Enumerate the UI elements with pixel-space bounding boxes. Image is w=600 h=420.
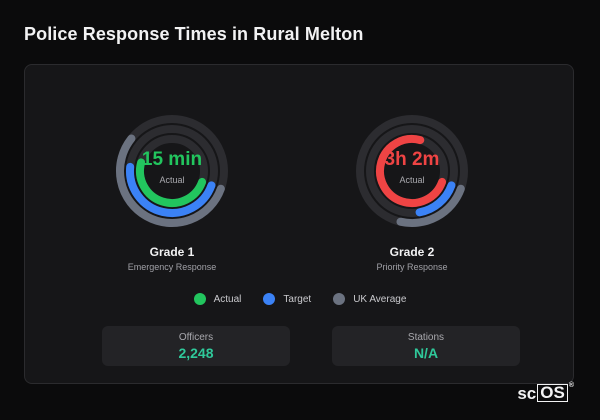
gauge-rings-grade-1 [116,115,228,227]
gauge-center-value: 15 min [141,149,203,170]
ring-actual [376,135,447,207]
gauge-grade-description: Priority Response [376,262,448,272]
brand-box-text: OS [537,384,568,402]
ring-uk-average [396,184,465,227]
stat-officers: Officers 2,248 [102,326,290,366]
ring-target [415,181,456,217]
legend: Actual Target UK Average [25,293,575,305]
page-title: Police Response Times in Rural Melton [24,24,364,44]
gauge-grade-1: 15 min Actual Grade 1 Emergency Response [97,111,247,272]
legend-item-target: Target [263,293,311,305]
legend-label: UK Average [353,293,407,305]
brand-logo: sc OS ® [517,382,574,404]
stat-label: Officers [178,332,214,343]
legend-label: Target [283,293,312,305]
gauge-center-label: Actual [399,175,425,185]
ring-target [126,162,216,217]
legend-dot-target [263,293,276,305]
legend-dot-actual [193,293,206,305]
gauge-grade-name: Grade 2 [389,245,435,259]
legend-label: Actual [213,293,242,305]
gauge-rings-grade-2 [356,115,468,227]
stat-stations: Stations N/A [332,326,520,366]
ring-target-track [366,125,458,217]
gauge-grade-2: 3h 2m Actual Grade 2 Priority Response [337,111,487,272]
brand-text: sc [517,384,537,403]
gauge-grade-name: Grade 1 [149,245,195,259]
ring-uk-average [116,134,225,227]
gauge-center-label: Actual [159,175,185,185]
stat-value: N/A [413,345,439,361]
stat-value: 2,248 [178,345,214,361]
legend-item-uk-average: UK Average [333,293,406,305]
ring-actual [136,158,207,207]
stat-label: Stations [407,332,445,343]
gauge-grade-description: Emergency Response [127,262,217,272]
response-card: 15 min Actual Grade 1 Emergency Response… [24,64,574,384]
legend-item-actual: Actual [193,293,242,305]
brand-registered-mark: ® [568,382,574,389]
gauge-center-value: 3h 2m [384,149,440,170]
legend-dot-uk-average [333,293,346,305]
